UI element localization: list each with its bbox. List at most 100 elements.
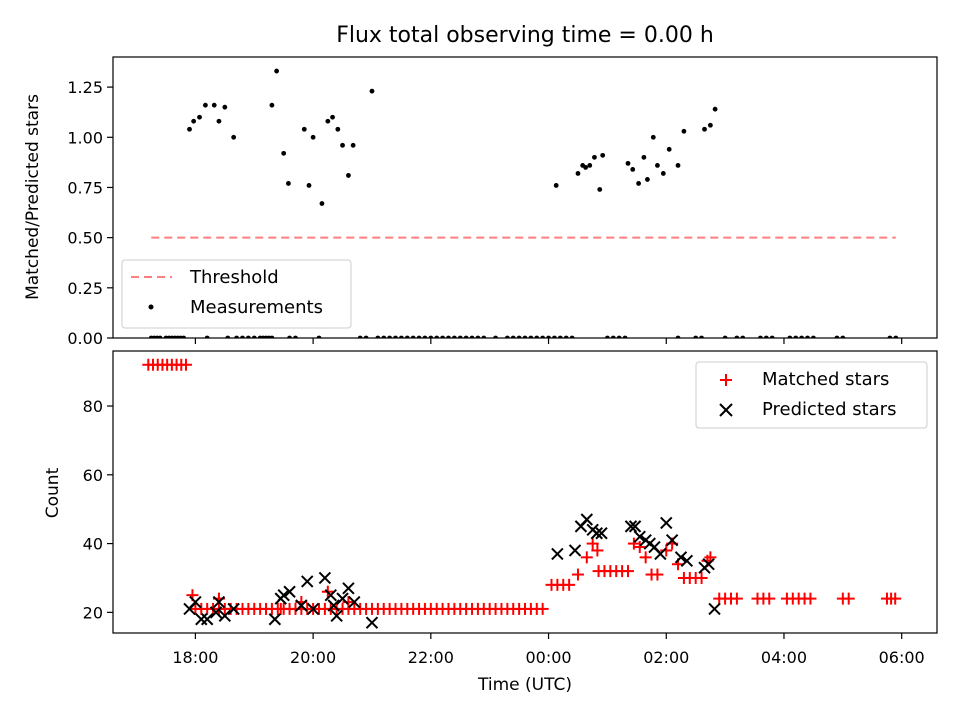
- threshold-legend-label: Threshold: [189, 267, 279, 288]
- bottom-y-axis-label: Count: [43, 467, 63, 518]
- measurement-point-zero: [734, 335, 740, 338]
- measurement-point-zero: [410, 335, 416, 338]
- measurement-point: [666, 146, 672, 152]
- bottom-x-tick-label: 00:00: [525, 648, 571, 667]
- bottom-x-tick-label: 22:00: [408, 648, 454, 667]
- measurement-point: [553, 183, 559, 188]
- measurement-point: [231, 134, 237, 140]
- matched-star-marker: [536, 602, 549, 615]
- matched-star-marker: [580, 551, 593, 564]
- predicted-star-marker: [342, 582, 355, 595]
- measurement-point-zero: [763, 335, 769, 338]
- measurement-point: [310, 134, 316, 140]
- measurement-point: [274, 68, 280, 74]
- predicted-star-marker: [595, 527, 608, 540]
- matched-star-marker: [571, 568, 584, 581]
- top-y-tick-label: 1.25: [67, 78, 103, 97]
- measurement-point-zero: [375, 335, 381, 338]
- measurement-point: [187, 126, 192, 132]
- measurement-point: [203, 102, 208, 108]
- measurement-point-zero: [811, 335, 816, 338]
- measurement-point-zero: [446, 335, 451, 338]
- top-axes-layer: 0.00 0.25 0.50 0.75 1.00 1.25: [67, 78, 903, 348]
- measurement-point-zero: [887, 335, 893, 338]
- measurement-point-zero: [357, 335, 363, 338]
- measurement-point-zero: [451, 335, 457, 338]
- measurement-point-zero: [693, 335, 699, 338]
- predicted-star-marker: [551, 547, 564, 561]
- measurement-point: [702, 126, 707, 132]
- measurement-point-zero: [534, 335, 540, 338]
- measurement-point: [350, 142, 356, 148]
- measurement-point-zero: [181, 335, 187, 338]
- predicted-star-marker: [674, 551, 688, 564]
- measurement-point: [301, 126, 307, 132]
- matched-star-marker: [622, 565, 634, 578]
- predicted-star-marker: [209, 606, 223, 619]
- matched-star-marker: [730, 592, 743, 605]
- predicted-star-marker: [702, 558, 715, 571]
- measurement-point: [340, 142, 345, 148]
- measurement-point: [222, 104, 228, 110]
- measurement-point-zero: [799, 335, 805, 338]
- measurement-point-zero: [422, 335, 428, 338]
- measurement-point-zero: [481, 335, 487, 338]
- predicted-star-marker: [628, 520, 642, 533]
- top-y-tick-label: 0.00: [67, 329, 103, 348]
- measurement-point-zero: [552, 335, 557, 338]
- matched-star-marker: [639, 551, 652, 564]
- measurement-point-zero: [381, 335, 387, 338]
- predicted-star-marker: [330, 609, 343, 623]
- predicted-star-marker: [590, 527, 604, 540]
- measurement-point-zero: [675, 335, 681, 338]
- top-legend: Threshold Measurements: [121, 259, 352, 329]
- predicted-star-marker: [580, 513, 594, 526]
- measurement-point: [641, 154, 647, 160]
- measurement-point: [285, 181, 291, 186]
- matched-star-marker: [660, 544, 673, 557]
- predicted-star-marker: [295, 599, 308, 612]
- measurement-point-zero: [440, 335, 445, 338]
- measurement-point: [708, 122, 713, 128]
- predicted-star-marker: [624, 520, 638, 533]
- measurement-point-zero: [516, 335, 522, 338]
- top-y-tick-label: 0.50: [67, 229, 103, 248]
- measurement-point-zero: [557, 335, 563, 338]
- matched-star-marker: [889, 592, 902, 605]
- measurement-point: [325, 118, 331, 124]
- matched-star-marker: [651, 568, 664, 581]
- measurement-point: [625, 160, 631, 166]
- measurement-point-zero: [540, 335, 546, 338]
- bottom-x-axis-label: Time (UTC): [477, 675, 572, 695]
- predicted-star-marker: [327, 599, 340, 612]
- measurement-point-zero: [605, 335, 610, 338]
- measurement-point: [636, 181, 641, 186]
- predicted-star-marker: [212, 595, 226, 609]
- measurement-point: [216, 118, 222, 124]
- measurement-point-zero: [510, 335, 516, 338]
- measurement-point: [369, 88, 375, 94]
- predicted-star-marker: [227, 602, 240, 616]
- matched-star-marker: [563, 578, 576, 591]
- measurement-point-zero: [616, 335, 622, 338]
- measurement-point-zero: [840, 335, 846, 338]
- measurement-point-zero: [805, 335, 810, 338]
- measurement-point-zero: [893, 335, 899, 338]
- measurement-point-zero: [522, 335, 528, 338]
- measurement-point-zero: [269, 335, 275, 338]
- predicted-star-marker: [348, 595, 361, 609]
- measurement-point-zero: [563, 335, 569, 338]
- measurement-point: [675, 162, 681, 168]
- matched-star-marker: [179, 358, 192, 371]
- measurement-point-zero: [157, 335, 163, 338]
- measurement-point: [583, 164, 589, 170]
- bottom-y-tick-label: 20: [83, 603, 103, 622]
- predicted-star-marker: [665, 533, 679, 547]
- measurement-point: [306, 183, 312, 188]
- matched-star-marker: [804, 592, 817, 605]
- matched-star-marker: [342, 596, 355, 609]
- measurement-point-zero: [293, 335, 298, 338]
- bottom-y-tick-label: 80: [83, 397, 103, 416]
- measurement-point-zero: [528, 335, 534, 338]
- measurement-point: [592, 154, 597, 160]
